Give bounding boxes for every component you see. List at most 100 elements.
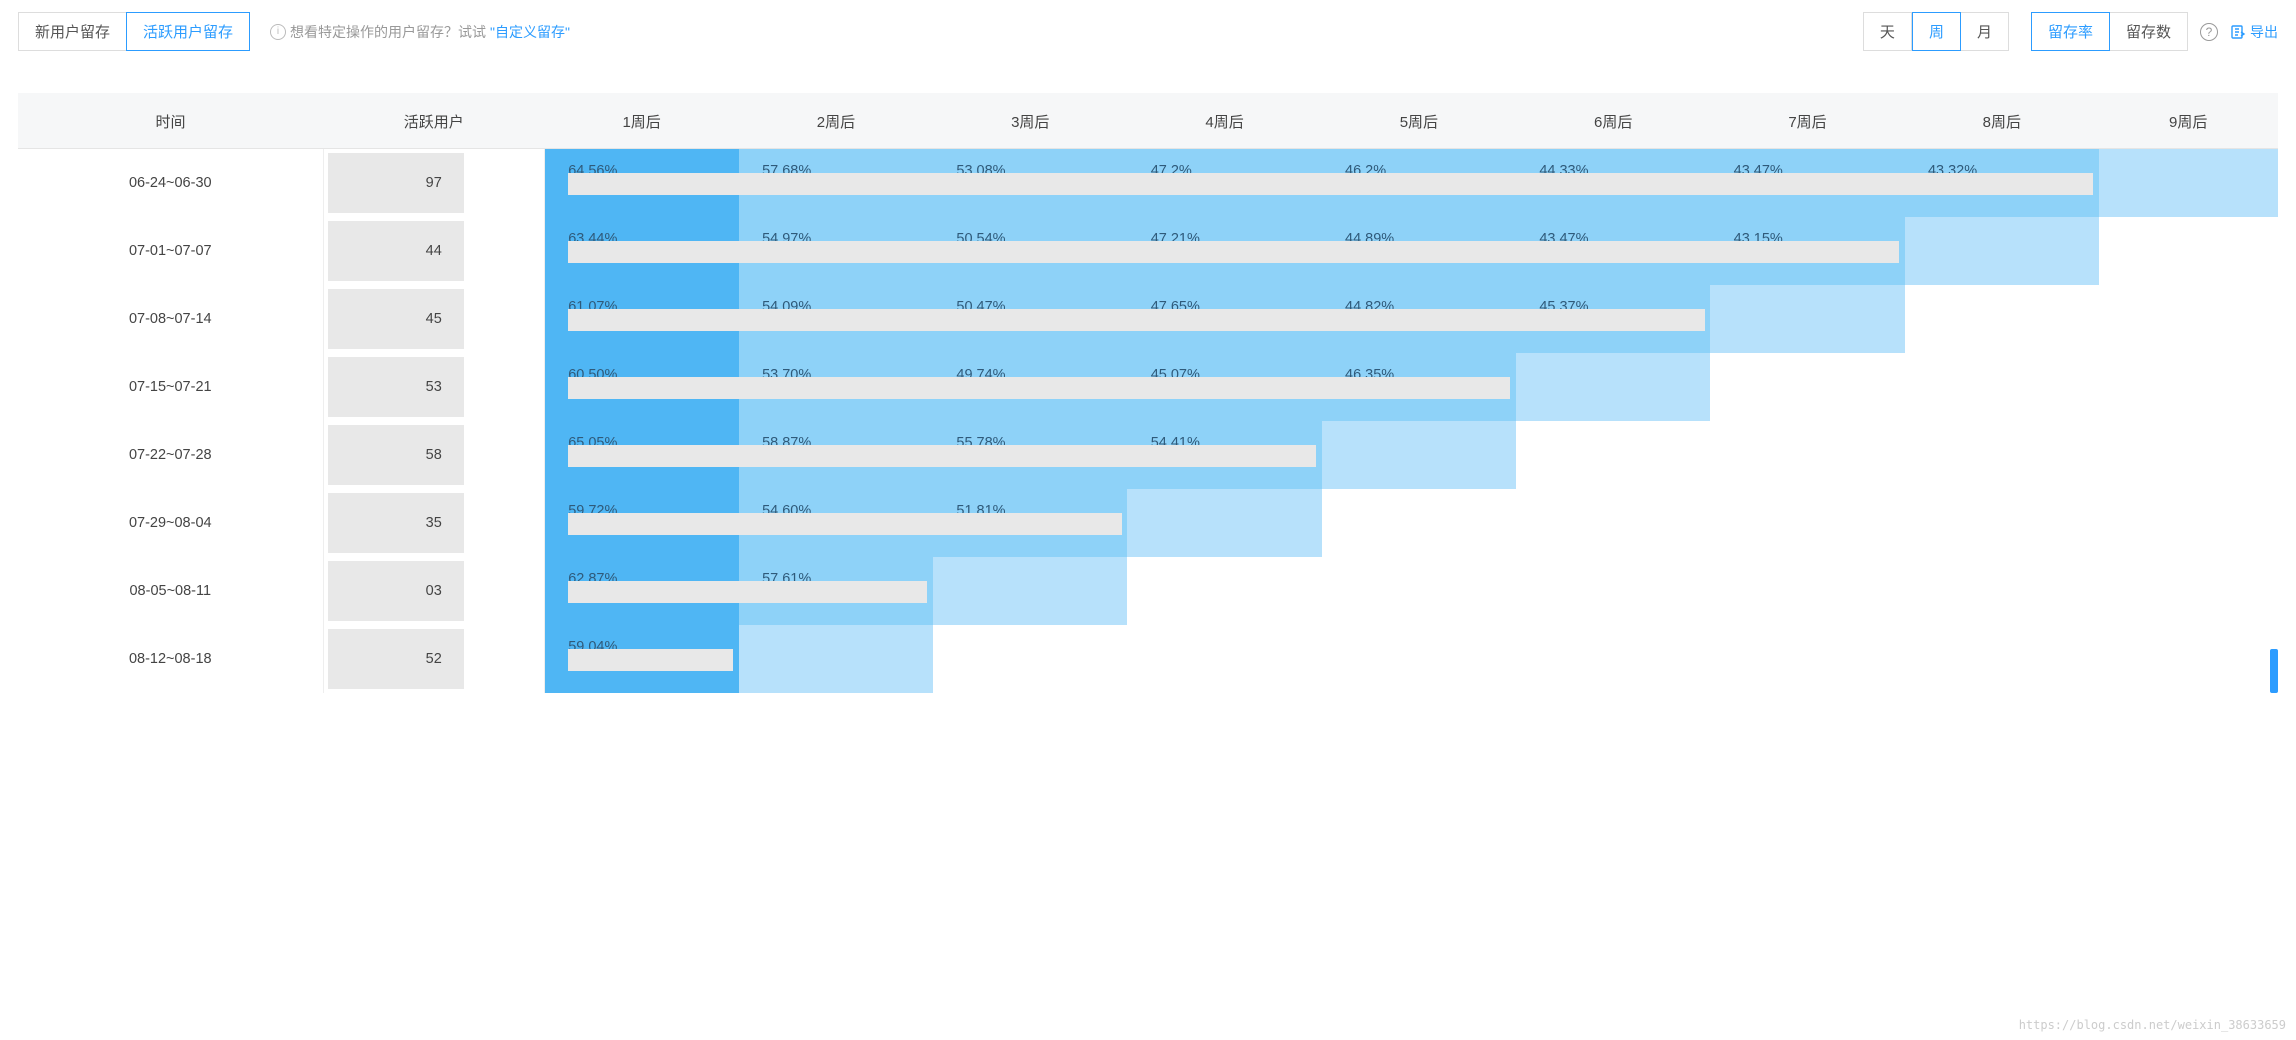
time-cell: 08-12~08-18 bbox=[18, 625, 323, 693]
cohort-cell: 53.70% bbox=[739, 353, 933, 421]
time-cell: 07-08~07-14 bbox=[18, 285, 323, 353]
empty-cell bbox=[1127, 557, 1321, 625]
tab-retention-新用户留存[interactable]: 新用户留存 bbox=[18, 12, 126, 51]
cohort-cell: 43.32% bbox=[1905, 149, 2099, 217]
cell-bar bbox=[1710, 173, 1904, 195]
cohort-cell bbox=[1905, 217, 2099, 285]
empty-cell bbox=[1322, 625, 1516, 693]
cohort-cell bbox=[2099, 149, 2278, 217]
cohort-cell: 46.2% bbox=[1322, 149, 1516, 217]
active-users-value: 52 bbox=[426, 651, 442, 667]
empty-cell bbox=[1905, 557, 2099, 625]
header-week-6: 6周后 bbox=[1516, 93, 1710, 149]
export-button[interactable]: 导出 bbox=[2230, 22, 2278, 42]
cohort-cell: 43.47% bbox=[1516, 217, 1710, 285]
info-icon: i bbox=[270, 24, 286, 40]
empty-cell bbox=[1516, 421, 1710, 489]
cohort-cell bbox=[933, 557, 1127, 625]
cell-bg bbox=[1905, 217, 2099, 285]
time-cell: 06-24~06-30 bbox=[18, 149, 323, 217]
cell-bg bbox=[1127, 489, 1321, 557]
time-cell: 08-05~08-11 bbox=[18, 557, 323, 625]
empty-cell bbox=[1516, 489, 1710, 557]
cohort-cell bbox=[1322, 421, 1516, 489]
cohort-cell: 47.65% bbox=[1127, 285, 1321, 353]
cell-bg bbox=[2099, 149, 2278, 217]
time-cell: 07-01~07-07 bbox=[18, 217, 323, 285]
cell-bar bbox=[933, 445, 1127, 467]
active-users-cell: 35 bbox=[323, 489, 544, 557]
cell-bar bbox=[1516, 241, 1710, 263]
table-row: 07-22~07-285865.05%58.87%55.78%54.41% bbox=[18, 421, 2278, 489]
cell-bar bbox=[933, 513, 1121, 535]
active-users-value: 03 bbox=[426, 583, 442, 599]
cell-bar bbox=[739, 581, 927, 603]
cohort-cell: 50.47% bbox=[933, 285, 1127, 353]
cell-bar bbox=[1322, 309, 1516, 331]
cohort-cell: 58.87% bbox=[739, 421, 933, 489]
btn-granularity-天[interactable]: 天 bbox=[1863, 12, 1912, 51]
cohort-cell: 59.72% bbox=[544, 489, 738, 557]
cell-bar bbox=[933, 377, 1127, 399]
cell-bar bbox=[1127, 241, 1321, 263]
empty-cell bbox=[1905, 353, 2099, 421]
cell-bar bbox=[1516, 309, 1704, 331]
cohort-cell: 43.15% bbox=[1710, 217, 1904, 285]
cohort-cell: 57.61% bbox=[739, 557, 933, 625]
empty-cell bbox=[1127, 625, 1321, 693]
custom-retention-link[interactable]: "自定义留存" bbox=[490, 22, 570, 42]
tab-retention-活跃用户留存[interactable]: 活跃用户留存 bbox=[126, 12, 250, 51]
cohort-cell: 44.82% bbox=[1322, 285, 1516, 353]
active-users-cell: 53 bbox=[323, 353, 544, 421]
active-users-value: 44 bbox=[426, 243, 442, 259]
cell-bg bbox=[933, 557, 1127, 625]
header-week-7: 7周后 bbox=[1710, 93, 1904, 149]
cell-bg bbox=[739, 625, 933, 693]
cohort-cell: 54.09% bbox=[739, 285, 933, 353]
table-row: 08-12~08-185259.04% bbox=[18, 625, 2278, 693]
cell-bar bbox=[739, 241, 933, 263]
header-week-8: 8周后 bbox=[1905, 93, 2099, 149]
cell-bar bbox=[933, 309, 1127, 331]
empty-cell bbox=[2099, 285, 2278, 353]
table-row: 07-15~07-215360.50%53.70%49.74%45.07%46.… bbox=[18, 353, 2278, 421]
active-users-value: 45 bbox=[426, 311, 442, 327]
cell-bar bbox=[739, 173, 933, 195]
cohort-cell: 44.33% bbox=[1516, 149, 1710, 217]
scrollbar[interactable] bbox=[2270, 649, 2278, 693]
empty-cell bbox=[1516, 625, 1710, 693]
cohort-cell: 53.08% bbox=[933, 149, 1127, 217]
export-label: 导出 bbox=[2250, 22, 2278, 42]
cohort-cell: 47.21% bbox=[1127, 217, 1321, 285]
cell-bar bbox=[1516, 173, 1710, 195]
header-week-9: 9周后 bbox=[2099, 93, 2278, 149]
cell-bar bbox=[568, 173, 739, 195]
btn-metric-留存数[interactable]: 留存数 bbox=[2110, 12, 2188, 51]
redacted-mask bbox=[328, 357, 465, 417]
redacted-mask bbox=[328, 629, 465, 689]
active-users-value: 35 bbox=[426, 515, 442, 531]
empty-cell bbox=[1905, 285, 2099, 353]
btn-granularity-周[interactable]: 周 bbox=[1912, 12, 1961, 51]
cohort-table: 时间活跃用户1周后2周后3周后4周后5周后6周后7周后8周后9周后 06-24~… bbox=[18, 93, 2278, 693]
empty-cell bbox=[1710, 489, 1904, 557]
cohort-cell: 62.87% bbox=[544, 557, 738, 625]
cohort-cell: 44.89% bbox=[1322, 217, 1516, 285]
empty-cell bbox=[1322, 557, 1516, 625]
table-row: 06-24~06-309764.56%57.68%53.08%47.2%46.2… bbox=[18, 149, 2278, 217]
cohort-table-wrap: 时间活跃用户1周后2周后3周后4周后5周后6周后7周后8周后9周后 06-24~… bbox=[18, 93, 2278, 693]
cohort-cell: 51.81% bbox=[933, 489, 1127, 557]
cell-bg bbox=[1516, 353, 1710, 421]
active-users-cell: 03 bbox=[323, 557, 544, 625]
btn-metric-留存率[interactable]: 留存率 bbox=[2031, 12, 2110, 51]
btn-granularity-月[interactable]: 月 bbox=[1961, 12, 2009, 51]
hint-prefix: 想看特定操作的用户留存？试试 bbox=[290, 22, 486, 42]
cohort-cell: 60.50% bbox=[544, 353, 738, 421]
help-icon[interactable]: ? bbox=[2200, 23, 2218, 41]
empty-cell bbox=[2099, 489, 2278, 557]
redacted-mask bbox=[328, 289, 465, 349]
cell-bg bbox=[1710, 285, 1904, 353]
cell-bar bbox=[933, 173, 1127, 195]
redacted-mask bbox=[328, 425, 465, 485]
cell-bar bbox=[1127, 173, 1321, 195]
